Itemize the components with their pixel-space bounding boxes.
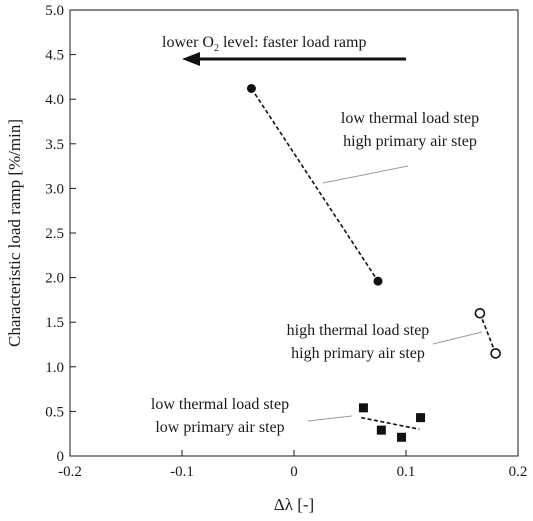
trend-line	[479, 312, 497, 354]
data-point-square	[416, 413, 426, 423]
trend-line	[250, 88, 379, 282]
x-axis-ticks: -0.2 -0.1 0 0.1 0.2	[58, 450, 527, 480]
y-tick-label: 2.5	[45, 226, 64, 242]
data-point-open-circle	[474, 307, 486, 319]
x-tick-label: 0.1	[397, 464, 416, 480]
trend-line	[361, 416, 420, 431]
x-tick-label: 0	[290, 464, 298, 480]
annotation-high-thermal-high-air: high thermal load step high primary air …	[287, 322, 483, 362]
y-axis-title: Characteristic load ramp [%/min]	[5, 119, 24, 347]
trend-lines	[250, 88, 497, 431]
data-point-square	[397, 432, 407, 442]
annotation-low-thermal-high-air: low thermal load step high primary air s…	[322, 110, 479, 184]
leader-line	[322, 165, 409, 184]
y-tick-label: 4.0	[45, 92, 64, 108]
y-tick-label: 3.0	[45, 181, 64, 197]
arrow-label: lower O2 level: faster load ramp	[162, 34, 366, 54]
data-markers	[246, 83, 501, 442]
y-tick-label: 0	[57, 449, 65, 465]
y-axis-ticks: 0 0.5 1.0 1.5 2.0 2.5 3.0 3.5 4.0 4.5 5.0	[45, 3, 76, 465]
annotation-line-2: high primary air step	[343, 133, 477, 150]
annotation-line-2: low primary air step	[155, 419, 284, 436]
data-point-open-circle	[490, 348, 501, 359]
y-tick-label: 1.5	[45, 315, 64, 331]
annotation-low-thermal-low-air: low thermal load step low primary air st…	[151, 396, 353, 436]
annotation-line-1: low thermal load step	[341, 110, 479, 127]
annotation-line-1: high thermal load step	[287, 322, 430, 339]
annotation-line-2: high primary air step	[291, 345, 425, 362]
y-tick-label: 2.0	[45, 271, 64, 287]
oxygen-arrow: lower O2 level: faster load ramp	[162, 34, 406, 67]
plot-area	[69, 9, 519, 457]
y-tick-label: 5.0	[45, 3, 64, 19]
data-point-square	[358, 403, 368, 413]
x-axis-title: Δλ [-]	[274, 495, 314, 514]
y-tick-label: 1.0	[45, 360, 64, 376]
leader-line	[307, 415, 353, 422]
leader-line	[432, 331, 483, 345]
x-tick-label: 0.2	[509, 464, 528, 480]
data-point-square	[376, 425, 386, 435]
data-point-filled-circle	[246, 83, 256, 93]
x-tick-label: -0.1	[170, 464, 194, 480]
y-tick-label: 3.5	[45, 137, 64, 153]
arrow-head	[182, 52, 200, 67]
x-tick-label: -0.2	[58, 464, 82, 480]
y-tick-label: 4.5	[45, 48, 64, 64]
y-tick-label: 0.5	[45, 404, 64, 420]
data-point-filled-circle	[373, 276, 383, 286]
annotation-line-1: low thermal load step	[151, 396, 289, 413]
